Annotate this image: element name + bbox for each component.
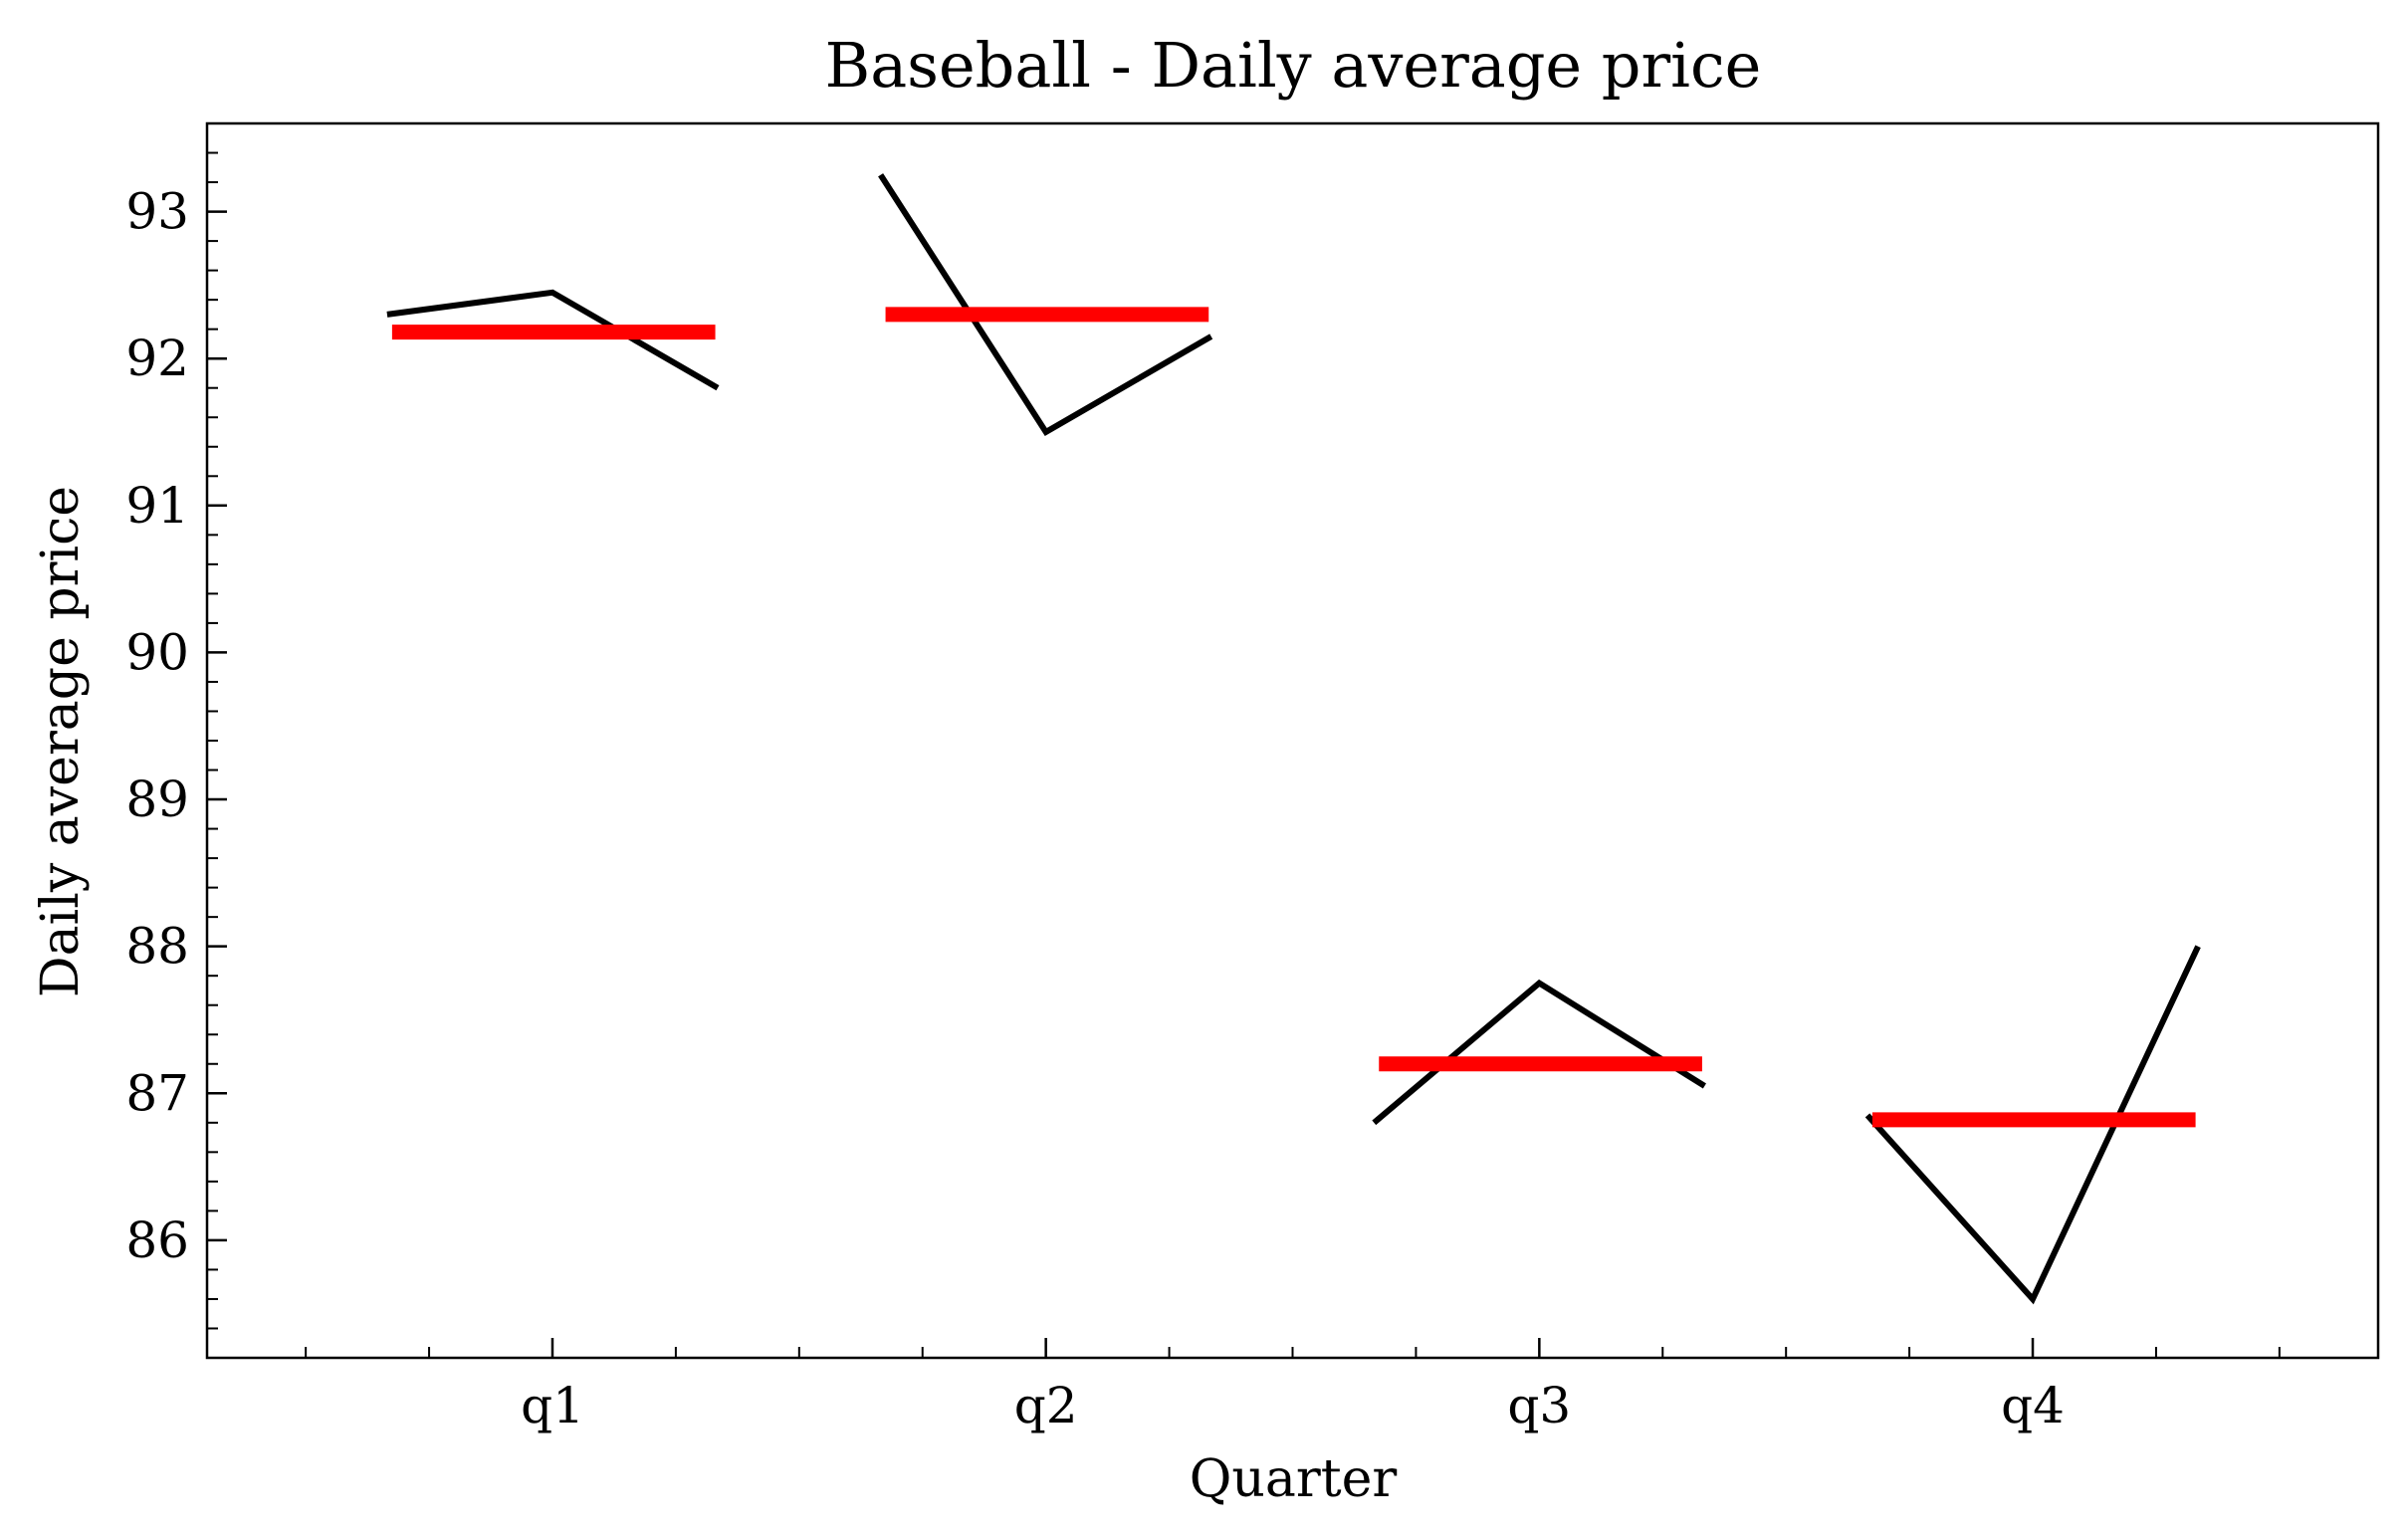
y-tick-label: 86: [125, 1211, 189, 1269]
plot-area: 86 87 88 89 90 91 92 93 q1 q2 q3 q4: [125, 122, 2281, 1434]
series-line-q1: [386, 289, 720, 391]
series-line-q3: [1372, 979, 1706, 1126]
chart-title: Baseball - Daily average price: [825, 29, 1762, 102]
y-tick-label: 91: [125, 477, 189, 535]
y-tick-label: 90: [125, 623, 189, 681]
y-tick-label: 87: [125, 1064, 189, 1122]
x-tick-label: q4: [2001, 1377, 2065, 1434]
y-tick-label: 93: [125, 183, 189, 241]
plot-frame: [205, 121, 2380, 1360]
x-tick-label: q3: [1507, 1377, 1571, 1434]
y-tick-label: 92: [125, 330, 189, 387]
y-axis-label: Daily average price: [31, 486, 91, 997]
x-tick-label: q2: [1014, 1377, 1078, 1434]
y-tick-label: 89: [125, 770, 189, 828]
series-line-q2: [878, 173, 1213, 437]
y-tick-label: 88: [125, 918, 189, 976]
series-line-q4: [1864, 945, 2201, 1305]
x-axis-label: Quarter: [1190, 1449, 1398, 1509]
x-tick-label: q1: [521, 1377, 584, 1434]
